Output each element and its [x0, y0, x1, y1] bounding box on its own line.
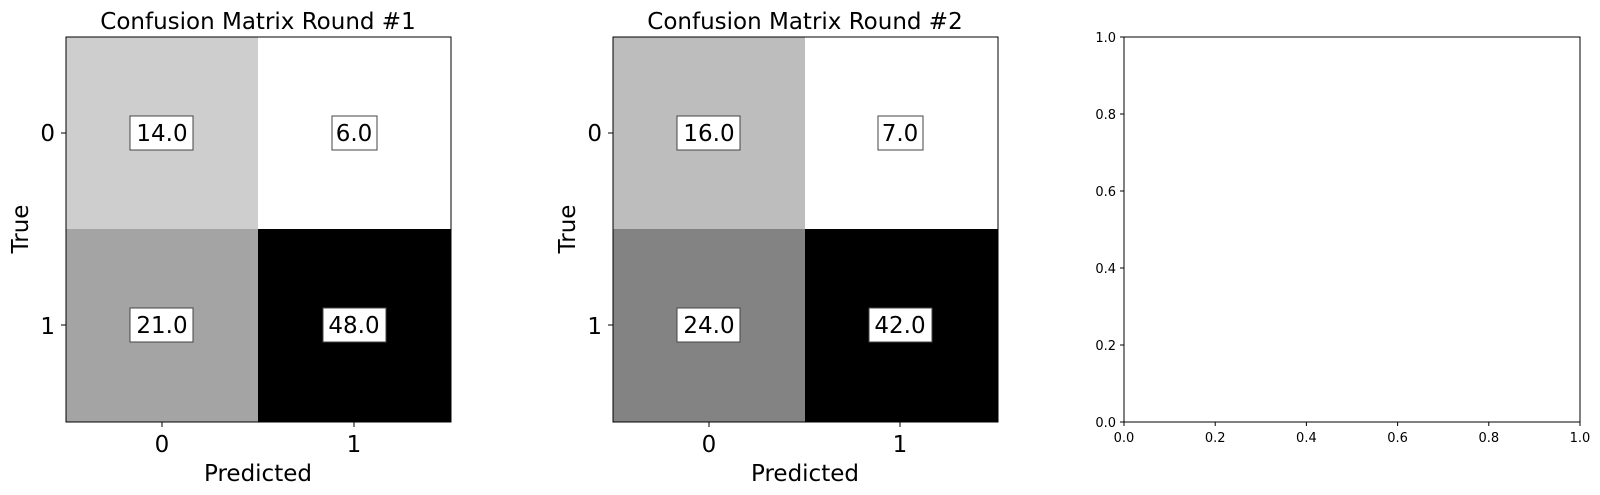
x-tick-label: 0	[155, 432, 170, 458]
y-tick-label: 1.0	[1095, 31, 1116, 46]
y-tick-label: 0.0	[1095, 416, 1116, 431]
cell-value: 6.0	[336, 121, 373, 147]
plot-frame	[65, 36, 452, 423]
y-tick-label: 0	[40, 121, 55, 147]
cell-label: 16.0	[676, 115, 741, 151]
y-tick-label: 1	[40, 314, 55, 340]
y-tick-label: 0	[587, 121, 602, 147]
x-tick-label: 1	[347, 432, 362, 458]
cell-label: 24.0	[676, 307, 741, 343]
x-tick-label: 0.0	[1114, 431, 1135, 446]
chart-title: Confusion Matrix Round #2	[647, 9, 962, 35]
x-tick-label: 0.2	[1205, 431, 1226, 446]
x-axis-label: Predicted	[751, 461, 859, 487]
y-tick-label: 0.2	[1095, 339, 1116, 354]
cell-value: 16.0	[683, 121, 734, 147]
x-tick-label: 1	[893, 432, 908, 458]
x-tick-label: 0.6	[1387, 431, 1408, 446]
cell-value: 21.0	[136, 313, 187, 339]
plot-frame	[1123, 36, 1581, 423]
cell-value: 42.0	[874, 313, 925, 339]
chart-title: Confusion Matrix Round #1	[100, 9, 415, 35]
y-tick-label: 0.4	[1095, 262, 1116, 277]
y-tick-label: 1	[587, 314, 602, 340]
cell-value: 48.0	[328, 313, 379, 339]
plot-frame	[612, 36, 999, 423]
cell-label: 14.0	[129, 115, 194, 151]
x-tick-label: 0.8	[1478, 431, 1499, 446]
x-tick-label: 1.0	[1570, 431, 1591, 446]
x-ticks: 0.0 0.2 0.4 0.6 0.8 1.0	[1114, 422, 1591, 446]
y-axis-label: True	[555, 205, 581, 255]
y-ticks: 0.0 0.2 0.4 0.6 0.8 1.0	[1095, 31, 1124, 431]
cell-label: 48.0	[322, 307, 387, 343]
cell-label: 6.0	[331, 115, 378, 151]
cell-label: 7.0	[877, 115, 924, 151]
cell-label: 21.0	[129, 307, 194, 343]
y-tick-label: 0.8	[1095, 108, 1116, 123]
y-axis-label: True	[8, 205, 34, 255]
cell-value: 7.0	[882, 121, 919, 147]
cell-value: 24.0	[683, 313, 734, 339]
x-tick-label: 0	[702, 432, 717, 458]
empty-axes: 0.0 0.2 0.4 0.6 0.8 1.0 0.0 0.2 0.4 0.6 0.8 1.0	[1095, 31, 1590, 446]
confusion-matrix-1: Confusion Matrix Round #1 14.0 6.0 21.0 …	[8, 9, 452, 487]
cell-label: 42.0	[868, 307, 933, 343]
y-tick-label: 0.6	[1095, 185, 1116, 200]
x-tick-label: 0.4	[1296, 431, 1317, 446]
cell-value: 14.0	[136, 121, 187, 147]
x-axis-label: Predicted	[204, 461, 312, 487]
confusion-matrix-2: Confusion Matrix Round #2 16.0 7.0 24.0 …	[555, 9, 999, 487]
